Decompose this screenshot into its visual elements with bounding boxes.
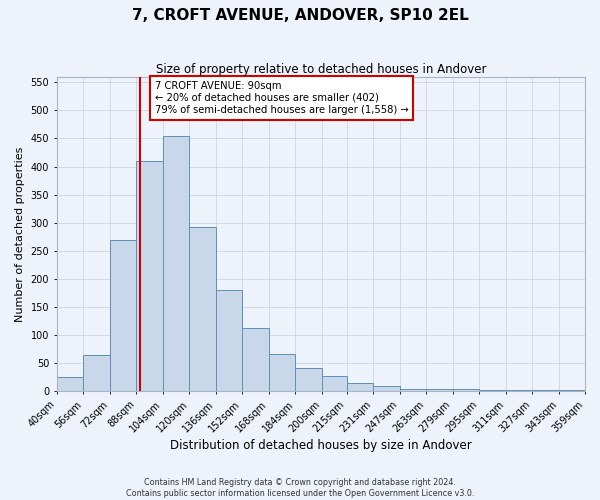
Bar [532,390,559,392]
Bar [400,388,426,392]
Y-axis label: Number of detached properties: Number of detached properties [15,146,25,322]
Bar [373,386,400,392]
Bar [83,355,110,392]
X-axis label: Distribution of detached houses by size in Andover: Distribution of detached houses by size … [170,440,472,452]
Bar [110,240,136,392]
Bar [426,388,452,392]
Text: 7 CROFT AVENUE: 90sqm
← 20% of detached houses are smaller (402)
79% of semi-det: 7 CROFT AVENUE: 90sqm ← 20% of detached … [155,82,408,114]
Text: Contains HM Land Registry data © Crown copyright and database right 2024.
Contai: Contains HM Land Registry data © Crown c… [126,478,474,498]
Bar [57,378,83,392]
Bar [242,328,269,392]
Bar [189,226,216,392]
Bar [479,390,506,392]
Bar [163,136,189,392]
Bar [216,290,242,392]
Bar [136,161,163,392]
Bar [322,376,347,392]
Bar [452,388,479,392]
Bar [269,354,295,392]
Bar [506,390,532,392]
Text: 7, CROFT AVENUE, ANDOVER, SP10 2EL: 7, CROFT AVENUE, ANDOVER, SP10 2EL [131,8,469,22]
Title: Size of property relative to detached houses in Andover: Size of property relative to detached ho… [155,62,486,76]
Bar [559,390,585,392]
Bar [295,368,322,392]
Bar [347,383,373,392]
